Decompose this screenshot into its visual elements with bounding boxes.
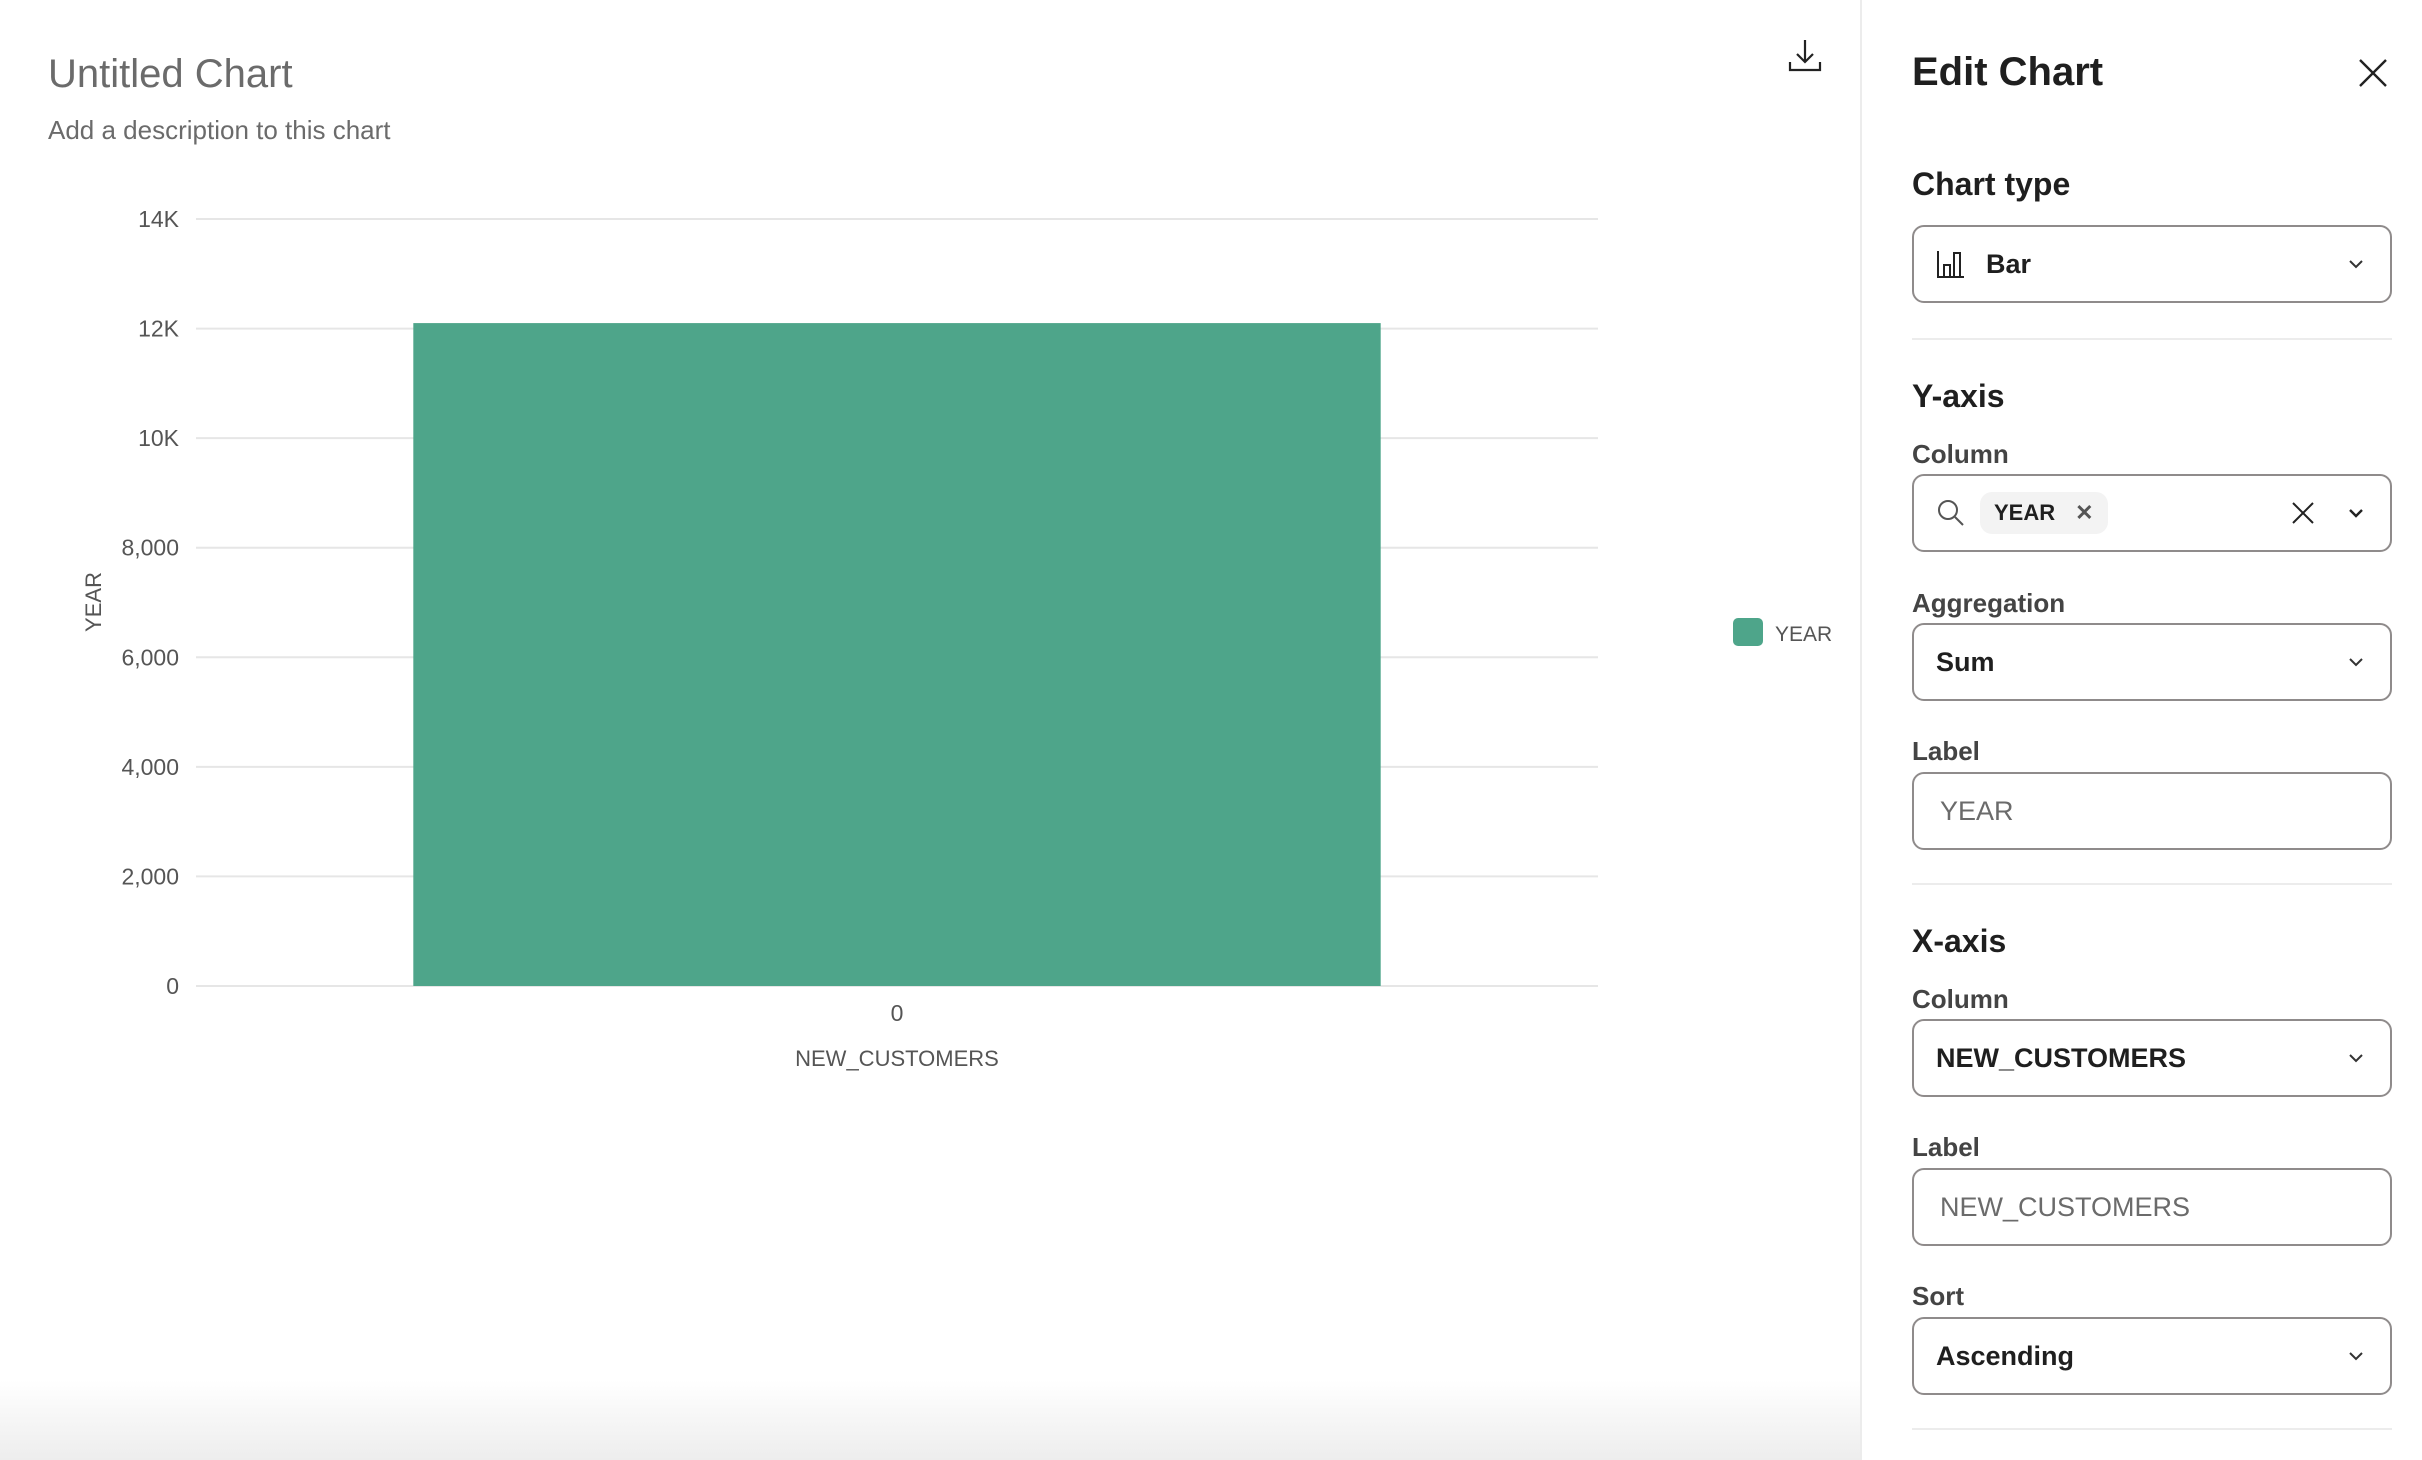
- x-label-input[interactable]: NEW_CUSTOMERS: [1912, 1168, 2392, 1246]
- chevron-down-icon: [2349, 1352, 2363, 1361]
- legend-swatch: [1733, 618, 1763, 646]
- chevron-down-icon: [2349, 658, 2363, 667]
- aggregation-select[interactable]: Sum: [1912, 623, 2392, 701]
- y-axis-title: YEAR: [81, 572, 106, 632]
- chip-remove-icon[interactable]: ✕: [2075, 500, 2094, 525]
- chevron-down-icon[interactable]: [2344, 501, 2368, 525]
- chart-title[interactable]: Untitled Chart: [48, 52, 293, 96]
- divider: [1912, 1428, 2392, 1430]
- x-label-placeholder: NEW_CUSTOMERS: [1940, 1191, 2191, 1222]
- chevron-down-icon: [2349, 1054, 2363, 1063]
- x-tick-label: 0: [891, 1000, 904, 1026]
- chip-label: YEAR: [1994, 500, 2056, 525]
- y-tick-label: 0: [166, 973, 179, 999]
- x-axis-heading: X-axis: [1912, 923, 2007, 959]
- x-column-select[interactable]: NEW_CUSTOMERS: [1912, 1019, 2392, 1097]
- x-axis-title: NEW_CUSTOMERS: [795, 1046, 999, 1071]
- y-tick-label: 4,000: [121, 754, 179, 780]
- divider: [1912, 338, 2392, 340]
- y-column-label: Column: [1912, 439, 2009, 469]
- bottom-shadow: [0, 1380, 1860, 1460]
- y-column-select[interactable]: YEAR ✕: [1912, 474, 2392, 552]
- y-tick-label: 8,000: [121, 535, 179, 561]
- chart-type-select[interactable]: Bar: [1912, 225, 2392, 303]
- y-label-input[interactable]: YEAR: [1912, 772, 2392, 850]
- y-axis-heading: Y-axis: [1912, 378, 2005, 414]
- x-column-label: Column: [1912, 984, 2009, 1014]
- chart-type-heading: Chart type: [1912, 166, 2071, 202]
- x-column-value: NEW_CUSTOMERS: [1936, 1042, 2187, 1073]
- download-icon[interactable]: [1785, 36, 1825, 76]
- panel-title: Edit Chart: [1912, 50, 2104, 94]
- bar-chart: 0 2,000 4,000 6,000 8,000 10K 12K 14K 0 NEW_CUSTO…: [81, 206, 1832, 1071]
- chevron-down-icon: [2349, 260, 2363, 269]
- chart-description[interactable]: Add a description to this chart: [48, 115, 391, 145]
- chart-type-value: Bar: [1986, 248, 2032, 279]
- y-tick-label: 14K: [138, 206, 180, 232]
- sort-select[interactable]: Ascending: [1912, 1317, 2392, 1395]
- aggregation-label: Aggregation: [1912, 588, 2066, 618]
- y-tick-label: 12K: [138, 316, 180, 342]
- bar-chart-icon: [1937, 251, 1964, 278]
- bar: [413, 323, 1381, 986]
- y-label-placeholder: YEAR: [1940, 795, 2014, 826]
- x-label-label: Label: [1912, 1132, 1980, 1162]
- legend-label: YEAR: [1775, 623, 1832, 646]
- edit-chart-panel: Edit Chart Chart type Bar Y-axis Column …: [1860, 0, 2422, 1460]
- aggregation-value: Sum: [1936, 646, 1995, 677]
- sort-value: Ascending: [1936, 1340, 2075, 1371]
- clear-icon[interactable]: [2290, 500, 2316, 526]
- year-chip: YEAR ✕: [1980, 492, 2108, 534]
- search-icon: [1938, 500, 1964, 526]
- y-tick-label: 2,000: [121, 863, 179, 889]
- divider: [1912, 883, 2392, 885]
- y-tick-label: 6,000: [121, 644, 179, 670]
- close-icon[interactable]: [2356, 56, 2390, 90]
- sort-label: Sort: [1912, 1281, 1964, 1311]
- y-tick-label: 10K: [138, 425, 180, 451]
- y-label-label: Label: [1912, 736, 1980, 766]
